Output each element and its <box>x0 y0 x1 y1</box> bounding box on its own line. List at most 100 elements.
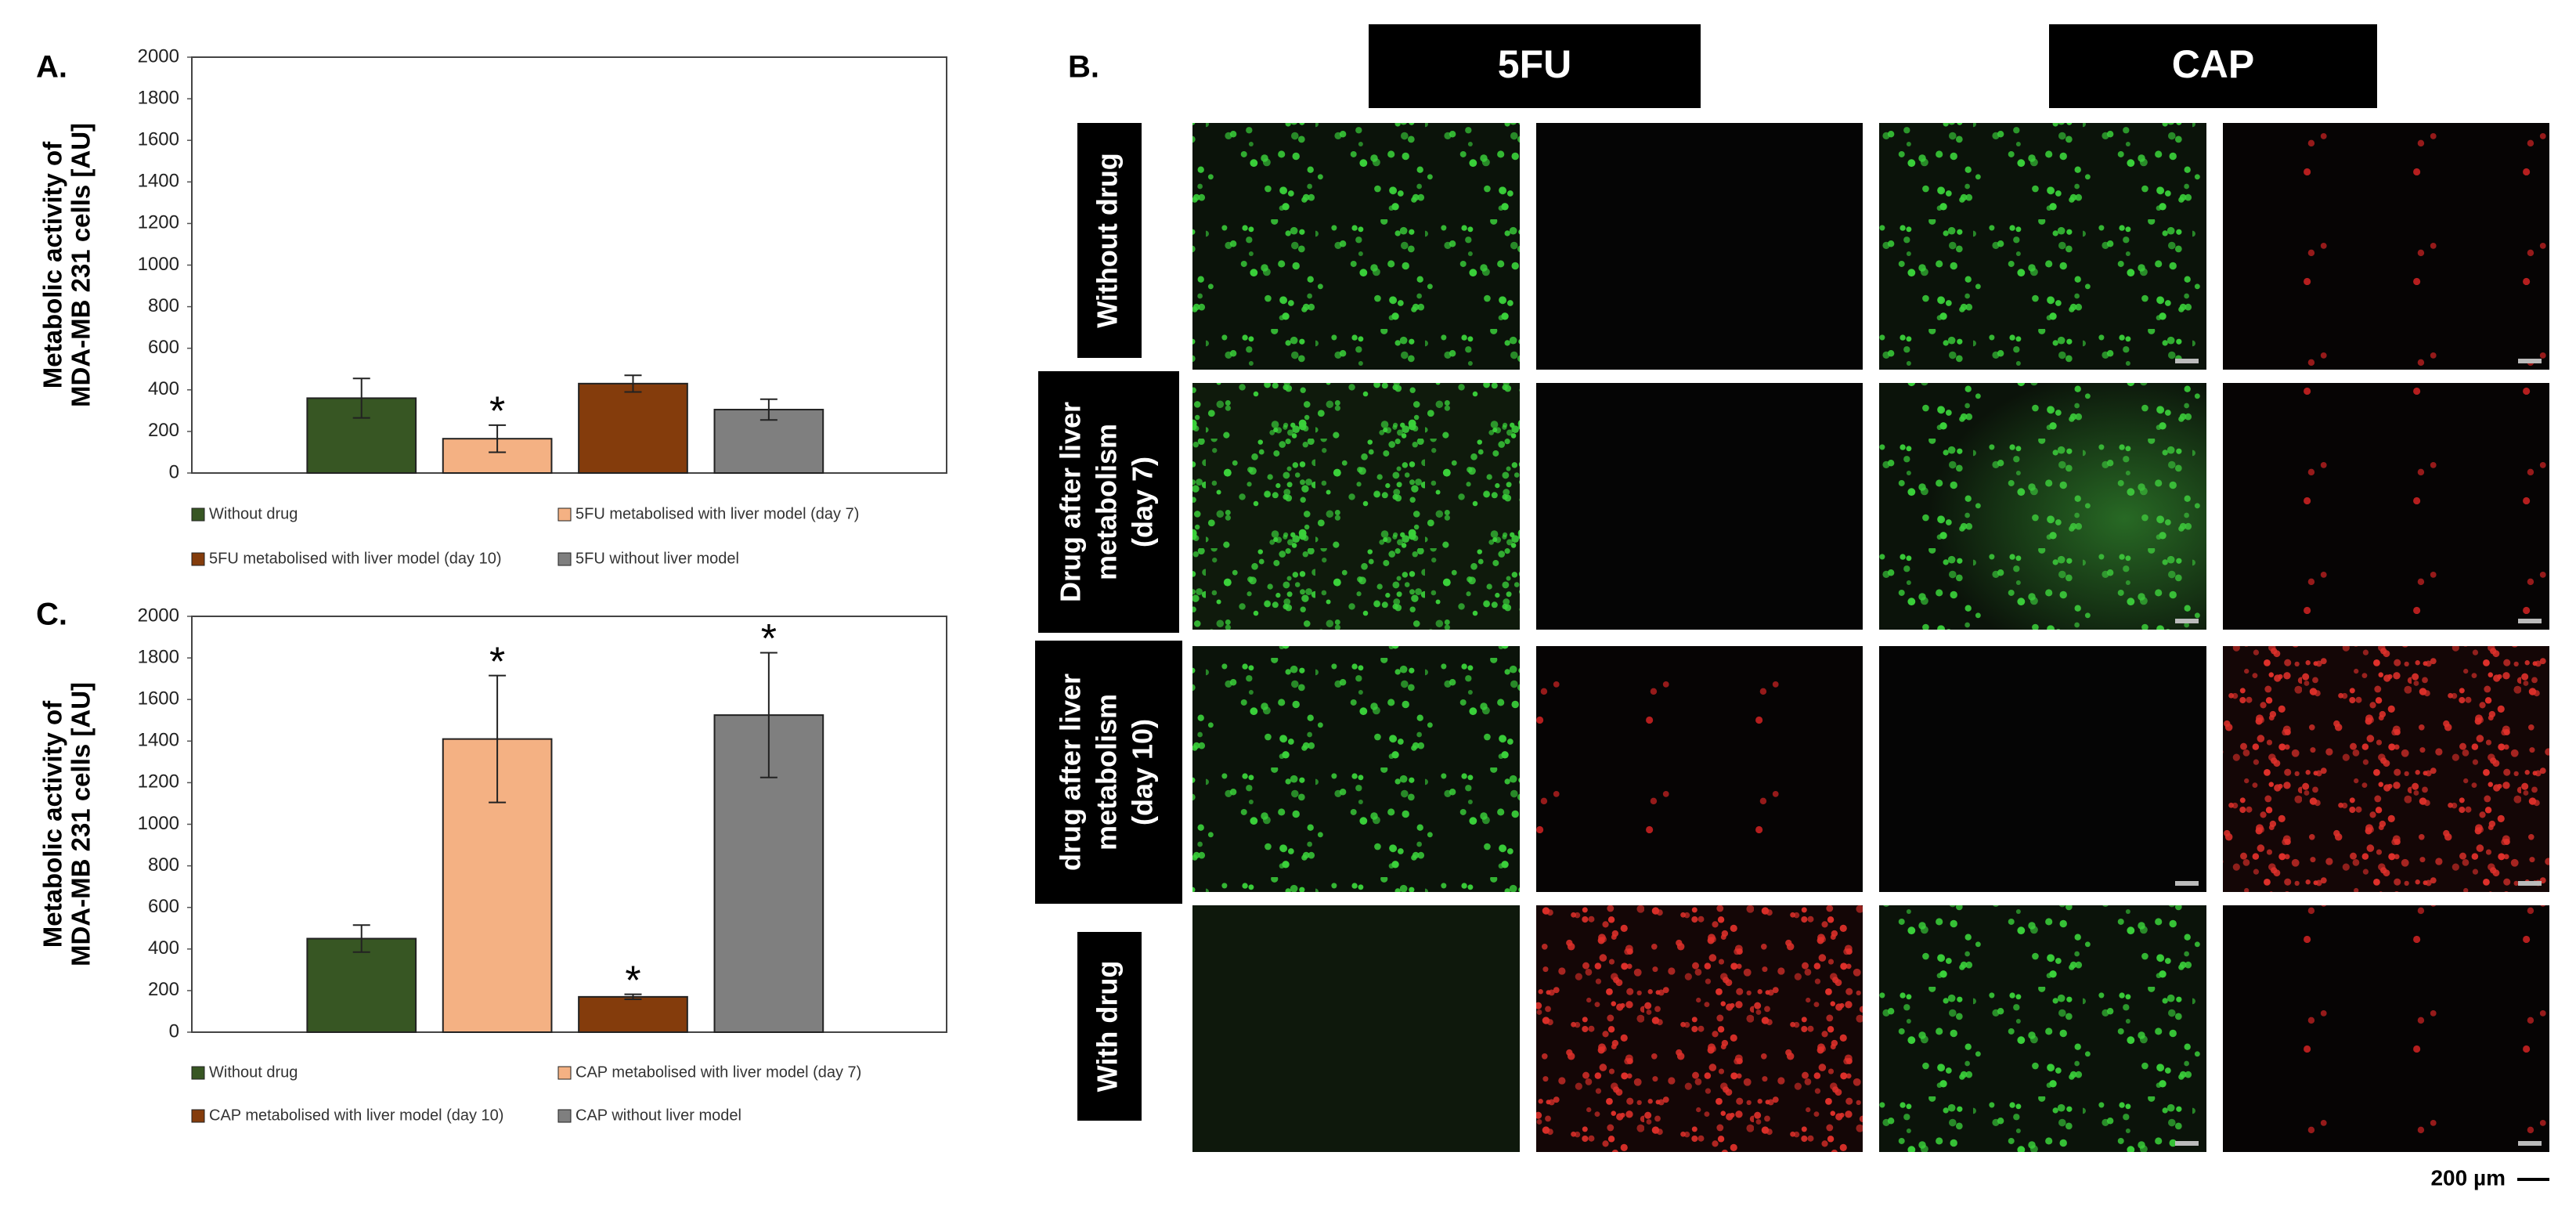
micrograph <box>1536 646 1863 892</box>
y-tick-label: 200 <box>148 979 179 1000</box>
plot-frame <box>191 56 947 474</box>
y-axis-label: MDA-MB 231 cells [AU] <box>67 682 96 966</box>
bar <box>578 382 688 474</box>
legend-swatch <box>557 552 572 566</box>
micrograph-scale <box>2518 619 2542 623</box>
legend-label: CAP without liver model <box>575 1107 741 1124</box>
row-label: (day 10) <box>1127 719 1159 825</box>
micrograph-glow <box>1879 383 2206 630</box>
row-label: metabolism <box>1091 694 1123 850</box>
y-axis-label: Metabolic activity of <box>38 700 67 948</box>
error-bar <box>489 424 507 453</box>
y-tick-label: 600 <box>148 337 179 358</box>
legend-label: 5FU metabolised with liver model (day 7) <box>575 505 859 522</box>
micrograph <box>1192 905 1520 1152</box>
row-label: Without drug <box>1091 153 1124 328</box>
row-label: (day 7) <box>1127 457 1159 547</box>
micrograph <box>1879 123 2206 370</box>
row-label: With drug <box>1091 961 1124 1092</box>
scale-bar-label: 200 µm <box>2430 1165 2506 1190</box>
y-tick-label: 400 <box>148 937 179 959</box>
row-label: drug after liver <box>1055 674 1087 871</box>
y-tick-label: 1800 <box>138 87 179 108</box>
significance-marker: * <box>489 389 505 435</box>
error-bar <box>489 674 507 804</box>
y-axis-label: Metabolic activity of <box>38 141 67 388</box>
y-tick-label: 800 <box>148 295 179 316</box>
legend-swatch <box>191 1109 205 1123</box>
micrograph-scale <box>2175 359 2199 363</box>
bar <box>713 409 824 475</box>
error-bar <box>624 374 642 393</box>
significance-marker: * <box>761 616 777 662</box>
legend-label: Without drug <box>209 505 298 522</box>
micrograph-scale <box>2518 881 2542 886</box>
y-tick-label: 200 <box>148 420 179 441</box>
plot-frame <box>191 616 947 1033</box>
column-header: CAP <box>2172 42 2255 86</box>
y-tick-label: 400 <box>148 378 179 399</box>
error-bar <box>352 377 370 419</box>
y-tick-label: 1200 <box>138 212 179 233</box>
y-tick-label: 2000 <box>138 45 179 67</box>
panel-label: A. <box>36 50 67 85</box>
y-tick-label: 1400 <box>138 730 179 751</box>
y-tick-label: 600 <box>148 896 179 917</box>
micrograph <box>2223 123 2549 370</box>
row-label-box <box>1077 123 1142 358</box>
y-tick-label: 1800 <box>138 646 179 667</box>
y-tick-label: 1400 <box>138 171 179 192</box>
row-label: metabolism <box>1091 424 1123 580</box>
error-bar <box>624 993 642 1001</box>
legend-swatch <box>557 507 572 522</box>
y-tick-label: 0 <box>169 461 179 482</box>
micrograph <box>2223 905 2549 1152</box>
column-header-box <box>2049 24 2377 108</box>
y-tick-label: 1200 <box>138 771 179 793</box>
legend-swatch <box>191 507 205 522</box>
y-tick-label: 1600 <box>138 129 179 150</box>
micrograph <box>2223 646 2549 892</box>
bar <box>442 438 553 475</box>
micrograph <box>1192 646 1520 892</box>
micrograph-scale <box>2175 1141 2199 1146</box>
legend-label: 5FU metabolised with liver model (day 10… <box>209 550 502 567</box>
micrograph <box>1192 383 1520 630</box>
legend-label: 5FU without liver model <box>575 550 739 567</box>
micrograph <box>2223 383 2549 630</box>
significance-marker: * <box>489 639 505 684</box>
micrograph <box>1536 905 1863 1152</box>
y-tick-label: 2000 <box>138 605 179 626</box>
row-label-box <box>1038 371 1179 633</box>
error-bar <box>352 924 370 953</box>
error-bar <box>759 652 777 778</box>
micrograph <box>1879 905 2206 1152</box>
micrograph <box>1879 646 2206 892</box>
column-header: 5FU <box>1498 42 1571 86</box>
micrograph <box>1536 383 1863 630</box>
row-label-box <box>1077 932 1142 1121</box>
y-tick-label: 1600 <box>138 688 179 710</box>
y-tick-label: 800 <box>148 854 179 876</box>
legend-label: Without drug <box>209 1064 298 1081</box>
micrograph <box>1536 123 1863 370</box>
row-label: Drug after liver <box>1055 402 1087 602</box>
column-header-box <box>1369 24 1701 108</box>
legend-swatch <box>557 1066 572 1080</box>
legend-swatch <box>191 552 205 566</box>
legend-swatch <box>557 1109 572 1123</box>
micrograph-scale <box>2518 359 2542 363</box>
y-axis-label: MDA-MB 231 cells [AU] <box>67 123 96 407</box>
y-tick-label: 0 <box>169 1020 179 1042</box>
legend-label: CAP metabolised with liver model (day 10… <box>209 1107 503 1124</box>
y-tick-label: 1000 <box>138 813 179 834</box>
significance-marker: * <box>625 958 640 1003</box>
error-bar <box>759 398 777 421</box>
micrograph-scale <box>2175 619 2199 623</box>
panel-label: B. <box>1068 50 1099 85</box>
legend-swatch <box>191 1066 205 1080</box>
micrograph-scale <box>2518 1141 2542 1146</box>
micrograph-scale <box>2175 881 2199 886</box>
y-tick-label: 1000 <box>138 254 179 275</box>
